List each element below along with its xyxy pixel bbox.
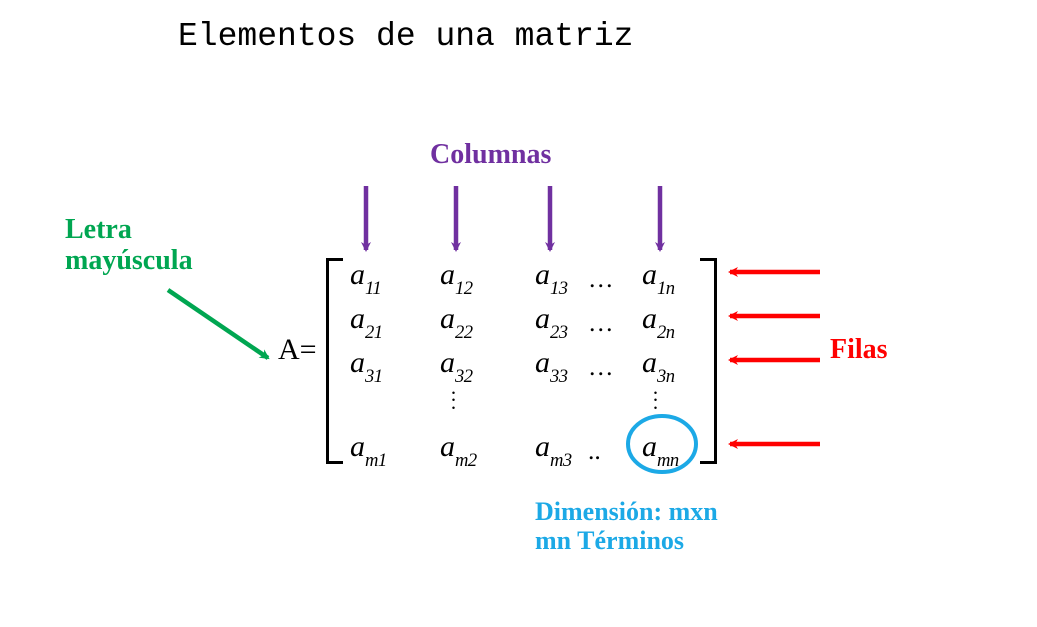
label-dimension: Dimensión: mxn mn Términos [535,498,718,555]
hdots: … [588,308,614,338]
column-arrows [366,186,660,250]
matrix-cell: a21 [350,302,383,341]
matrix-cell: a23 [535,302,568,341]
matrix-cell: a1n [642,258,675,297]
matrix-cell: a11 [350,258,381,297]
matrix-cell: a22 [440,302,473,341]
label-columnas: Columnas [430,140,551,171]
matrix-cell: amn [642,430,679,469]
letra-arrow [168,290,268,358]
matrix-cell: a2n [642,302,675,341]
matrix-cell: a31 [350,346,383,385]
hdots: .. [588,436,601,466]
letra-arrow-g [168,290,268,358]
matrix-cell: am1 [350,430,387,469]
matrix-cell: a32 [440,346,473,385]
arrows-overlay [0,0,1037,627]
diagram-stage: { "title": { "text": "Elementos de una m… [0,0,1037,627]
matrix-cell: a13 [535,258,568,297]
label-filas: Filas [830,335,888,366]
page-title: Elementos de una matriz [178,18,633,55]
vdots: ··· [652,390,659,412]
bracket-right [700,258,717,464]
vdots: ··· [450,390,457,412]
matrix-name-equals: A= [278,333,317,367]
label-letra-mayuscula: Letra mayúscula [65,215,193,277]
matrix-cell: am2 [440,430,477,469]
matrix-cell: a12 [440,258,473,297]
matrix-cell: a33 [535,346,568,385]
hdots: … [588,352,614,382]
matrix-cell: a3n [642,346,675,385]
bracket-left [326,258,343,464]
hdots: … [588,264,614,294]
matrix-cell: am3 [535,430,572,469]
row-arrows [730,272,820,444]
